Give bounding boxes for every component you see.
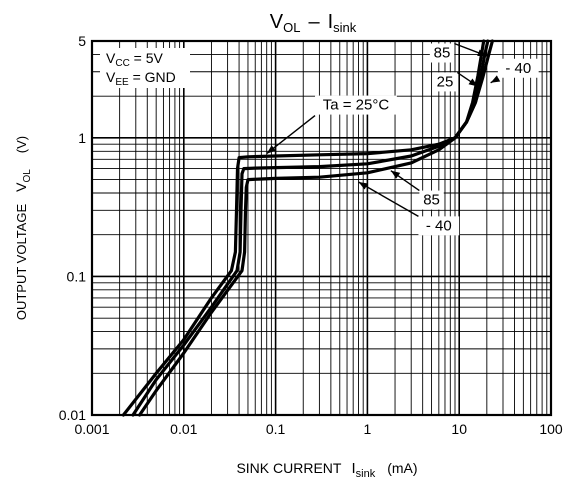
series-layer (121, 39, 494, 417)
series-line-2 (138, 39, 494, 417)
x-axis-label: SINK CURRENT Isink (mA) (236, 460, 417, 480)
y-axis-label: OUTPUT VOLTAGEVOL(V) (13, 136, 33, 320)
x-tick-label: 10 (451, 421, 467, 437)
ann-m40-high-arrowhead (490, 75, 501, 83)
y-tick-label: 1 (78, 130, 86, 146)
ann-25-high-arrowhead (468, 78, 478, 87)
x-tick-label: 0.001 (74, 421, 109, 437)
condition-vee: VEE = GND (106, 69, 176, 88)
y-tick-label: 0.1 (67, 268, 87, 284)
ann-m40-low-label-bg (418, 216, 460, 236)
ann-m40-low-arrowhead (358, 182, 369, 190)
ann-m40-low-leader (358, 181, 419, 217)
y-tick-label: 5 (78, 33, 86, 49)
x-tick-label: 0.01 (170, 421, 197, 437)
ann-85-low-label-bg (419, 190, 444, 210)
chart-title: VOL – Isink (270, 11, 357, 35)
ann-m40-high-label: - 40 (505, 60, 531, 77)
conditions-background (100, 48, 190, 88)
ann-85-high-arrowhead (477, 49, 487, 57)
ann-m40-high-label-bg (497, 58, 539, 78)
conditions-note: VCC = 5V VEE = GND (100, 48, 190, 88)
ann-85-low-label: 85 (423, 192, 440, 209)
ann-85-high-label-bg (429, 43, 455, 63)
annotation-layer: Ta = 25°C 85 - 40 85 25 - 40 (266, 42, 539, 236)
ann-ta-label-bg (315, 95, 397, 115)
series-line-0 (121, 39, 486, 417)
ann-m40-low-label: - 40 (426, 217, 452, 234)
plot-frame (90, 39, 553, 417)
x-tick-label: 0.1 (266, 421, 286, 437)
minor-grid (92, 41, 551, 415)
ann-25-high-label-bg (432, 72, 458, 92)
x-tick-labels: 0.001 0.01 0.1 1 10 100 (74, 421, 562, 437)
y-tick-labels: 0.01 0.1 1 5 (59, 33, 86, 423)
ann-ta-label: Ta = 25°C (323, 97, 390, 114)
ann-85-high-label: 85 (434, 45, 451, 62)
ann-ta-leader (266, 115, 316, 155)
x-tick-label: 100 (539, 421, 563, 437)
x-tick-label: 1 (364, 421, 372, 437)
ann-85-low-arrowhead (390, 170, 401, 179)
condition-vcc: VCC = 5V (106, 50, 164, 69)
ann-25-high-label: 25 (437, 73, 454, 90)
y-tick-label: 0.01 (59, 407, 86, 423)
ann-ta-arrowhead (266, 145, 276, 154)
